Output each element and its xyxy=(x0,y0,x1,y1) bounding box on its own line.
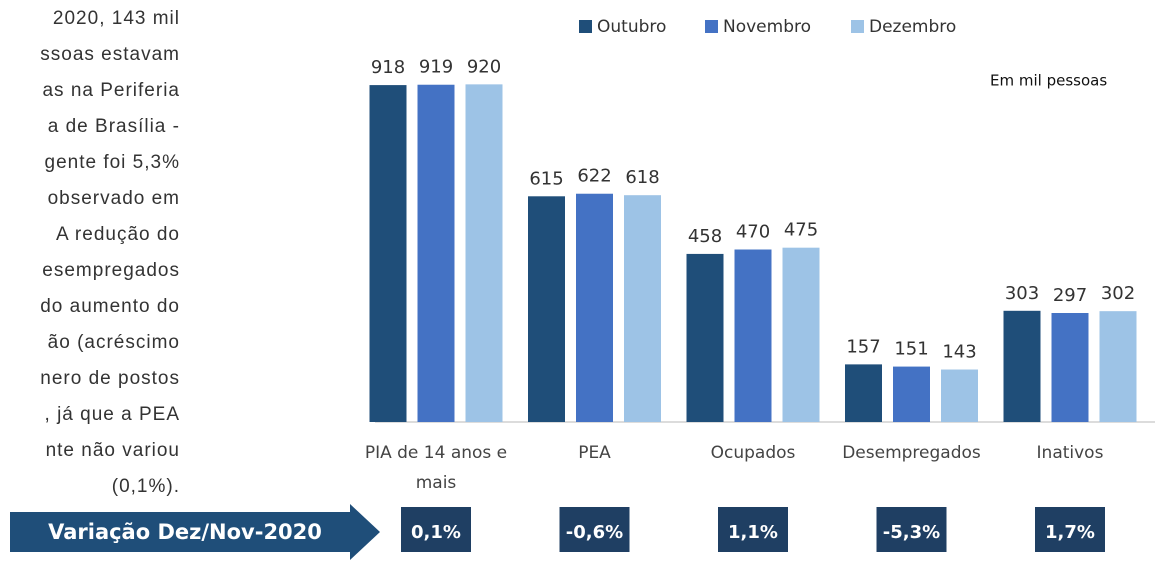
data-label: 618 xyxy=(625,167,659,188)
variation-value: 1,7% xyxy=(1045,522,1095,543)
data-label: 458 xyxy=(688,226,722,247)
data-label: 475 xyxy=(784,220,818,241)
legend-swatch xyxy=(705,20,718,33)
variation-box xyxy=(401,507,471,552)
data-label: 151 xyxy=(894,339,928,360)
variation-box xyxy=(718,507,788,552)
legend-label: Dezembro xyxy=(869,17,956,37)
paragraph-line: (0,1%). xyxy=(111,476,180,497)
paragraph-line: A redução do xyxy=(56,224,180,245)
x-tick-label: PIA de 14 anos e mais xyxy=(364,443,508,493)
bar xyxy=(686,253,724,422)
variation-label: Variação Dez/Nov-2020 xyxy=(48,520,322,544)
bar xyxy=(624,195,661,422)
variation-box xyxy=(876,507,947,552)
data-label: 470 xyxy=(736,222,770,243)
bar xyxy=(576,193,613,422)
paragraph-line: esempregados xyxy=(42,260,180,281)
data-label: 622 xyxy=(577,166,611,187)
variation-box xyxy=(559,507,630,552)
paragraph-line: observado em xyxy=(47,188,180,209)
bar xyxy=(845,364,882,422)
x-tick-label: Inativos xyxy=(1036,443,1104,463)
paragraph-line: gente foi 5,3% xyxy=(44,152,180,173)
x-tick-label: Ocupados xyxy=(710,443,796,463)
legend-swatch xyxy=(579,20,592,33)
bar xyxy=(1051,313,1089,422)
bar xyxy=(369,85,407,423)
data-label: 297 xyxy=(1053,285,1087,306)
data-label: 918 xyxy=(371,57,405,78)
data-label: 302 xyxy=(1101,283,1135,304)
bar xyxy=(893,366,930,422)
paragraph-line: ssoas estavam xyxy=(40,44,180,65)
paragraph-line: a de Brasília - xyxy=(47,116,180,137)
variation-value: -0,6% xyxy=(566,522,623,543)
bar xyxy=(941,369,978,422)
bar xyxy=(465,84,503,423)
data-label: 615 xyxy=(529,168,563,189)
legend-label: Novembro xyxy=(723,17,811,37)
legend-swatch xyxy=(851,20,864,33)
data-label: 143 xyxy=(942,342,976,363)
legend-label: Outubro xyxy=(597,17,666,37)
paragraph-line: nte não variou xyxy=(45,440,180,461)
bar xyxy=(528,196,565,422)
data-label: 919 xyxy=(419,57,453,78)
data-label: 303 xyxy=(1005,283,1039,304)
variation-box xyxy=(1035,507,1105,552)
paragraph-line: nero de postos xyxy=(40,368,180,389)
bar xyxy=(417,84,455,423)
paragraph-line: , já que a PEA xyxy=(44,404,180,425)
paragraph-line: do aumento do xyxy=(40,296,180,317)
variation-value: 1,1% xyxy=(728,522,778,543)
paragraph-line: 2020, 143 mil xyxy=(52,8,180,29)
annotation: Em mil pessoas xyxy=(990,72,1107,90)
paragraph-line: as na Periferia xyxy=(42,80,180,101)
bar xyxy=(782,247,820,422)
variation-arrow xyxy=(10,504,380,560)
bar xyxy=(1003,310,1041,422)
x-tick-label: Desempregados xyxy=(842,443,981,463)
variation-value: 0,1% xyxy=(411,522,461,543)
data-label: 157 xyxy=(846,336,880,357)
bar xyxy=(1099,311,1137,422)
paragraph-line: ão (acréscimo xyxy=(47,332,180,353)
x-tick-label: PEA xyxy=(578,443,611,463)
data-label: 920 xyxy=(467,56,501,77)
variation-value: -5,3% xyxy=(883,522,940,543)
bar xyxy=(734,249,772,422)
